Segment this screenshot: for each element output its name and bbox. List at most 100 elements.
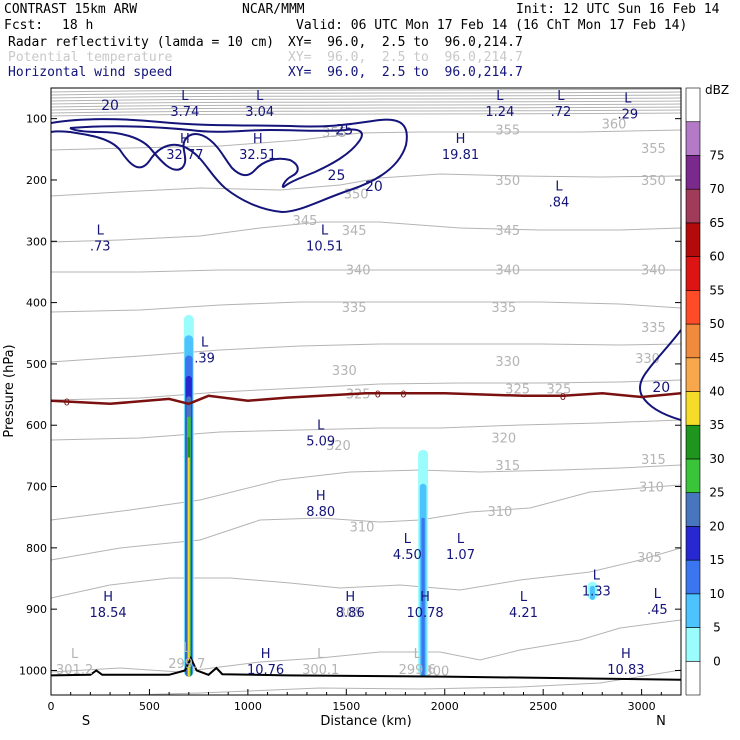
freezing-level-line	[51, 392, 681, 406]
y-tick-label: 600	[26, 419, 47, 432]
x-tick-label: 2500	[529, 700, 557, 713]
colorbar-swatch	[685, 188, 701, 224]
freezing-level-label: 0	[400, 389, 406, 400]
extremum-value: 10.83	[607, 663, 644, 678]
extremum-value: 4.50	[393, 548, 422, 563]
forecast-hour: 18 h	[62, 18, 94, 33]
x-tick-label: 2000	[431, 700, 459, 713]
y-tick-label: 400	[26, 297, 47, 310]
theta-contours	[51, 129, 681, 695]
extremum-value: 1.33	[582, 585, 611, 600]
theta-350-line	[51, 173, 681, 197]
field-reflectivity-xy: XY= 96.0, 2.5 to 96.0,214.7	[288, 35, 523, 50]
wind-speed-label: 20	[101, 98, 119, 114]
extremum-kind: H	[316, 489, 326, 504]
y-tick-label: 700	[26, 481, 47, 494]
freezing-level-label: 0	[560, 392, 566, 403]
colorbar-swatch	[685, 424, 701, 460]
theta-label: 335	[491, 301, 516, 316]
theta-label: 335	[641, 321, 666, 336]
theta-label: 350	[641, 174, 666, 189]
theta-label: 335	[342, 301, 367, 316]
theta-340-line	[51, 269, 681, 273]
extremum-kind: L	[181, 89, 189, 104]
extremum-value: 10.78	[406, 606, 443, 621]
extremum-value: .39	[194, 352, 215, 367]
extremum-kind: H	[180, 132, 190, 147]
theta-label: 305	[338, 606, 363, 621]
x-tick-label: 500	[139, 700, 160, 713]
theta-label: 355	[495, 124, 520, 139]
colorbar-level-label: 65	[709, 216, 724, 230]
extremum-value: 301.2	[56, 663, 93, 678]
x-axis: 0 500 1000 1500 2000 2500 3000	[48, 689, 662, 713]
colorbar-level-label: 5	[713, 621, 721, 635]
extremum-value: 32.51	[239, 148, 276, 163]
y-tick-label: 800	[26, 542, 47, 555]
extremum-value: 32.77	[166, 148, 203, 163]
extremum-kind: H	[261, 647, 271, 662]
colorbar-level-label: 10	[709, 587, 724, 601]
theta-upper-line	[51, 100, 681, 105]
extremum-value: .84	[549, 195, 570, 210]
colorbar-swatch	[685, 458, 701, 493]
colorbar-level-label: 40	[709, 385, 724, 399]
extremum-value: .29	[618, 108, 639, 123]
colorbar-level-label: 60	[709, 250, 724, 264]
extremum-kind: H	[456, 132, 466, 147]
theta-label: 345	[495, 224, 520, 239]
theta-upper-line	[51, 109, 681, 114]
theta-label: 345	[293, 214, 318, 229]
extremum-kind: L	[496, 89, 504, 104]
extremum-value: 19.81	[442, 148, 479, 163]
colorbar-level-label: 55	[709, 283, 724, 297]
extremum-value: 5.09	[306, 434, 335, 449]
terrain-line	[51, 655, 681, 681]
valid-time: Valid: 06 UTC Mon 17 Feb 14 (16 ChT Mon …	[296, 18, 688, 33]
theta-upper-line	[51, 91, 681, 96]
colorbar-swatch	[685, 357, 701, 392]
theta-label: 310	[350, 520, 375, 535]
theta-label: 305	[637, 551, 662, 566]
extremum-kind: H	[345, 590, 355, 605]
freezing-level-label: 0	[375, 389, 381, 400]
organization: NCAR/MMM	[242, 2, 305, 17]
extremum-kind: H	[621, 647, 631, 662]
colorbar-level-label: 0	[713, 654, 721, 668]
colorbar-swatch	[685, 526, 701, 561]
theta-upper-line	[51, 97, 681, 102]
reflectivity-band	[589, 585, 595, 600]
colorbar-swatch	[685, 155, 701, 190]
extremum-kind: L	[97, 223, 105, 238]
x-tick-label: 0	[48, 700, 55, 713]
colorbar-swatch	[685, 290, 701, 325]
extremum-value: 4.21	[509, 606, 538, 621]
wind-speed-label: 25	[335, 123, 353, 139]
wind-speed-labels: 20 25 25 20 20	[101, 98, 670, 396]
colorbar-level-label: 20	[709, 519, 724, 533]
extremum-kind: L	[593, 569, 601, 584]
colorbar-swatch	[685, 87, 701, 123]
colorbar-swatch	[685, 492, 701, 527]
wind-speed-20-contour-east	[639, 329, 681, 421]
extremum-value: 10.76	[247, 663, 284, 678]
wind-speed-label: 20	[652, 380, 670, 396]
field-wind-xy: XY= 96.0, 2.5 to 96.0,214.7	[288, 65, 523, 80]
theta-label: 340	[641, 263, 666, 278]
theta-label: 330	[332, 364, 357, 379]
colorbar-swatch	[685, 627, 701, 662]
extremum-kind: L	[457, 532, 465, 547]
theta-upper-line	[51, 94, 681, 99]
extremum-value: .45	[647, 603, 668, 618]
y-tick-label: 500	[26, 358, 47, 371]
extremum-kind: L	[624, 92, 632, 107]
wind-speed-label: 25	[328, 168, 346, 184]
y-tick-label: 200	[26, 174, 47, 187]
colorbar-unit: dBZ	[705, 83, 729, 97]
theta-upper-line	[51, 106, 681, 111]
theta-label: 360	[602, 118, 627, 133]
y-tick-label: 1000	[19, 664, 47, 677]
